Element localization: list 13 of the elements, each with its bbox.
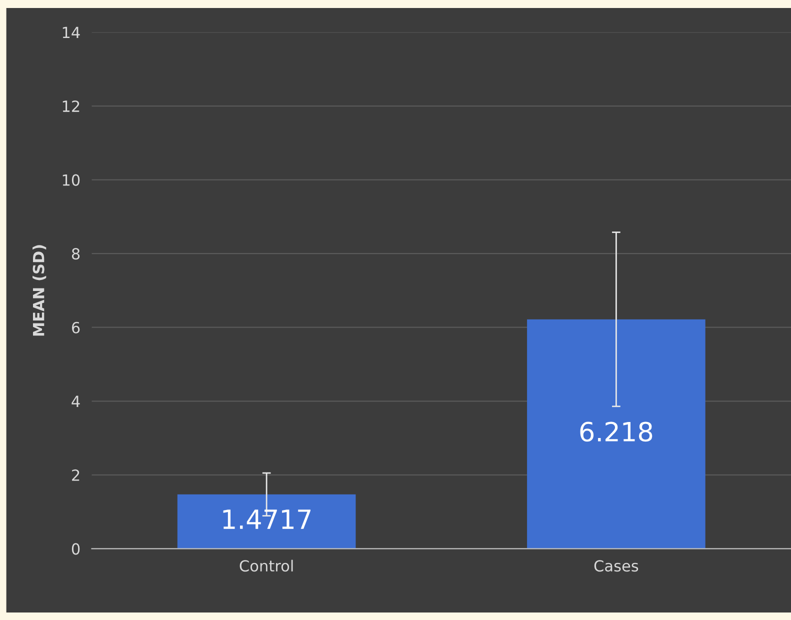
y-tick-label: 12: [62, 100, 80, 112]
y-tick-label: 10: [62, 174, 80, 186]
y-tick-label: 0: [72, 543, 80, 555]
x-tick-label: Cases: [594, 560, 638, 572]
x-tick-label: Control: [240, 560, 293, 572]
y-tick-label: 6: [72, 322, 80, 334]
y-tick-label: 14: [62, 26, 80, 38]
data-label: 6.218: [580, 422, 652, 442]
y-tick-label: 4: [72, 396, 80, 407]
y-tick-label: 8: [72, 248, 80, 260]
y-tick-label: 2: [72, 469, 80, 481]
y-axis-title: MEAN (SD): [32, 245, 46, 336]
data-label: 1.4717: [223, 510, 310, 529]
